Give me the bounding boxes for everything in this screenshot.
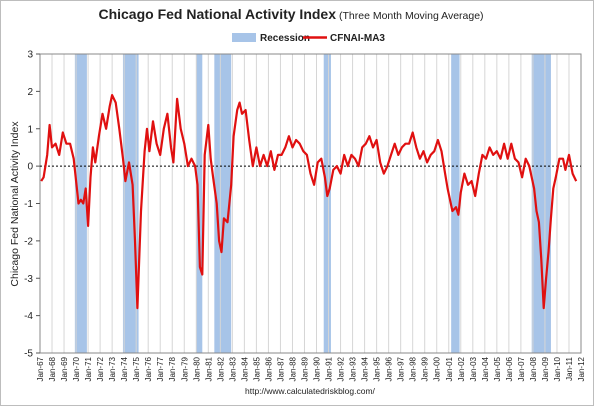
recession-band-2 <box>196 54 203 353</box>
y-tick-label: -4 <box>24 311 33 322</box>
x-tick-label: Jan-76 <box>144 356 153 381</box>
x-tick-label: Jan-10 <box>553 356 562 381</box>
x-tick-label: Jan-00 <box>433 356 442 381</box>
legend-recession-swatch <box>232 33 256 42</box>
x-tick-label: Jan-88 <box>288 356 297 381</box>
x-tick-label: Jan-81 <box>204 356 213 381</box>
x-tick-label: Jan-72 <box>96 356 105 381</box>
x-tick-label: Jan-91 <box>325 356 334 381</box>
x-tick-label: Jan-73 <box>108 356 117 381</box>
y-tick-label: -2 <box>24 236 33 247</box>
x-tick-label: Jan-85 <box>252 356 261 381</box>
y-axis-label: Chicago Fed National Activity Index <box>9 121 21 287</box>
x-tick-label: Jan-90 <box>313 356 322 381</box>
y-tick-label: 1 <box>27 124 33 135</box>
x-tick-label: Jan-07 <box>517 356 526 381</box>
x-tick-label: Jan-75 <box>132 356 141 381</box>
x-tick-label: Jan-95 <box>373 356 382 381</box>
x-tick-label: Jan-02 <box>457 356 466 381</box>
recession-band-0 <box>74 54 87 353</box>
recession-band-3 <box>214 54 232 353</box>
series-line-0 <box>40 94 578 310</box>
x-tick-label: Jan-99 <box>421 356 430 381</box>
x-tick-label: Jan-69 <box>60 356 69 381</box>
x-tick-label: Jan-77 <box>156 356 165 381</box>
x-tick-label: Jan-04 <box>481 356 490 381</box>
y-tick-label: -3 <box>24 274 33 285</box>
x-tick-label: Jan-68 <box>48 356 57 381</box>
recession-band-5 <box>451 54 460 353</box>
y-tick-label: 0 <box>27 162 33 173</box>
chart-title: Chicago Fed National Activity Index <box>98 6 336 22</box>
x-tick-label: Jan-89 <box>300 356 309 381</box>
x-tick-label: Jan-93 <box>349 356 358 381</box>
y-tick-label: -1 <box>24 199 33 210</box>
x-tick-label: Jan-86 <box>264 356 273 381</box>
x-tick-label: Jan-82 <box>216 356 225 381</box>
x-tick-label: Jan-01 <box>445 356 454 381</box>
legend: Recession CFNAI-MA3 <box>232 33 385 44</box>
x-tick-label: Jan-06 <box>505 356 514 381</box>
x-tick-label: Jan-70 <box>72 356 81 381</box>
recession-band-4 <box>323 54 331 353</box>
x-tick-label: Jan-79 <box>180 356 189 381</box>
x-tick-label: Jan-71 <box>84 356 93 381</box>
legend-series-label: CFNAI-MA3 <box>330 33 385 44</box>
x-tick-label: Jan-84 <box>240 356 249 381</box>
legend-recession-label: Recession <box>260 33 310 44</box>
x-tick-label: Jan-05 <box>493 356 502 381</box>
x-tick-label: Jan-98 <box>409 356 418 381</box>
x-tick-label: Jan-74 <box>120 356 129 381</box>
x-tick-label: Jan-87 <box>276 356 285 381</box>
x-tick-label: Jan-08 <box>529 356 538 381</box>
x-tick-label: Jan-78 <box>168 356 177 381</box>
y-tick-label: 2 <box>27 87 33 98</box>
x-tick-label: Jan-03 <box>469 356 478 381</box>
x-tick-label: Jan-97 <box>397 356 406 381</box>
chart-subtitle: (Three Month Moving Average) <box>339 10 484 22</box>
x-tick-label: Jan-11 <box>565 356 574 380</box>
x-tick-label: Jan-09 <box>541 356 550 381</box>
y-tick-label: 3 <box>27 50 33 61</box>
x-tick-label: Jan-67 <box>36 356 45 381</box>
x-tick-label: Jan-92 <box>337 356 346 381</box>
y-tick-label: -5 <box>24 349 33 360</box>
x-tick-label: Jan-96 <box>385 356 394 381</box>
x-tick-label: Jan-12 <box>577 356 586 381</box>
x-tick-label: Jan-80 <box>192 356 201 381</box>
source-url: http://www.calculatedriskblog.com/ <box>245 386 376 396</box>
recession-band-1 <box>122 54 139 353</box>
x-tick-label: Jan-94 <box>361 356 370 381</box>
x-tick-label: Jan-83 <box>228 356 237 381</box>
plot-border <box>39 53 582 354</box>
